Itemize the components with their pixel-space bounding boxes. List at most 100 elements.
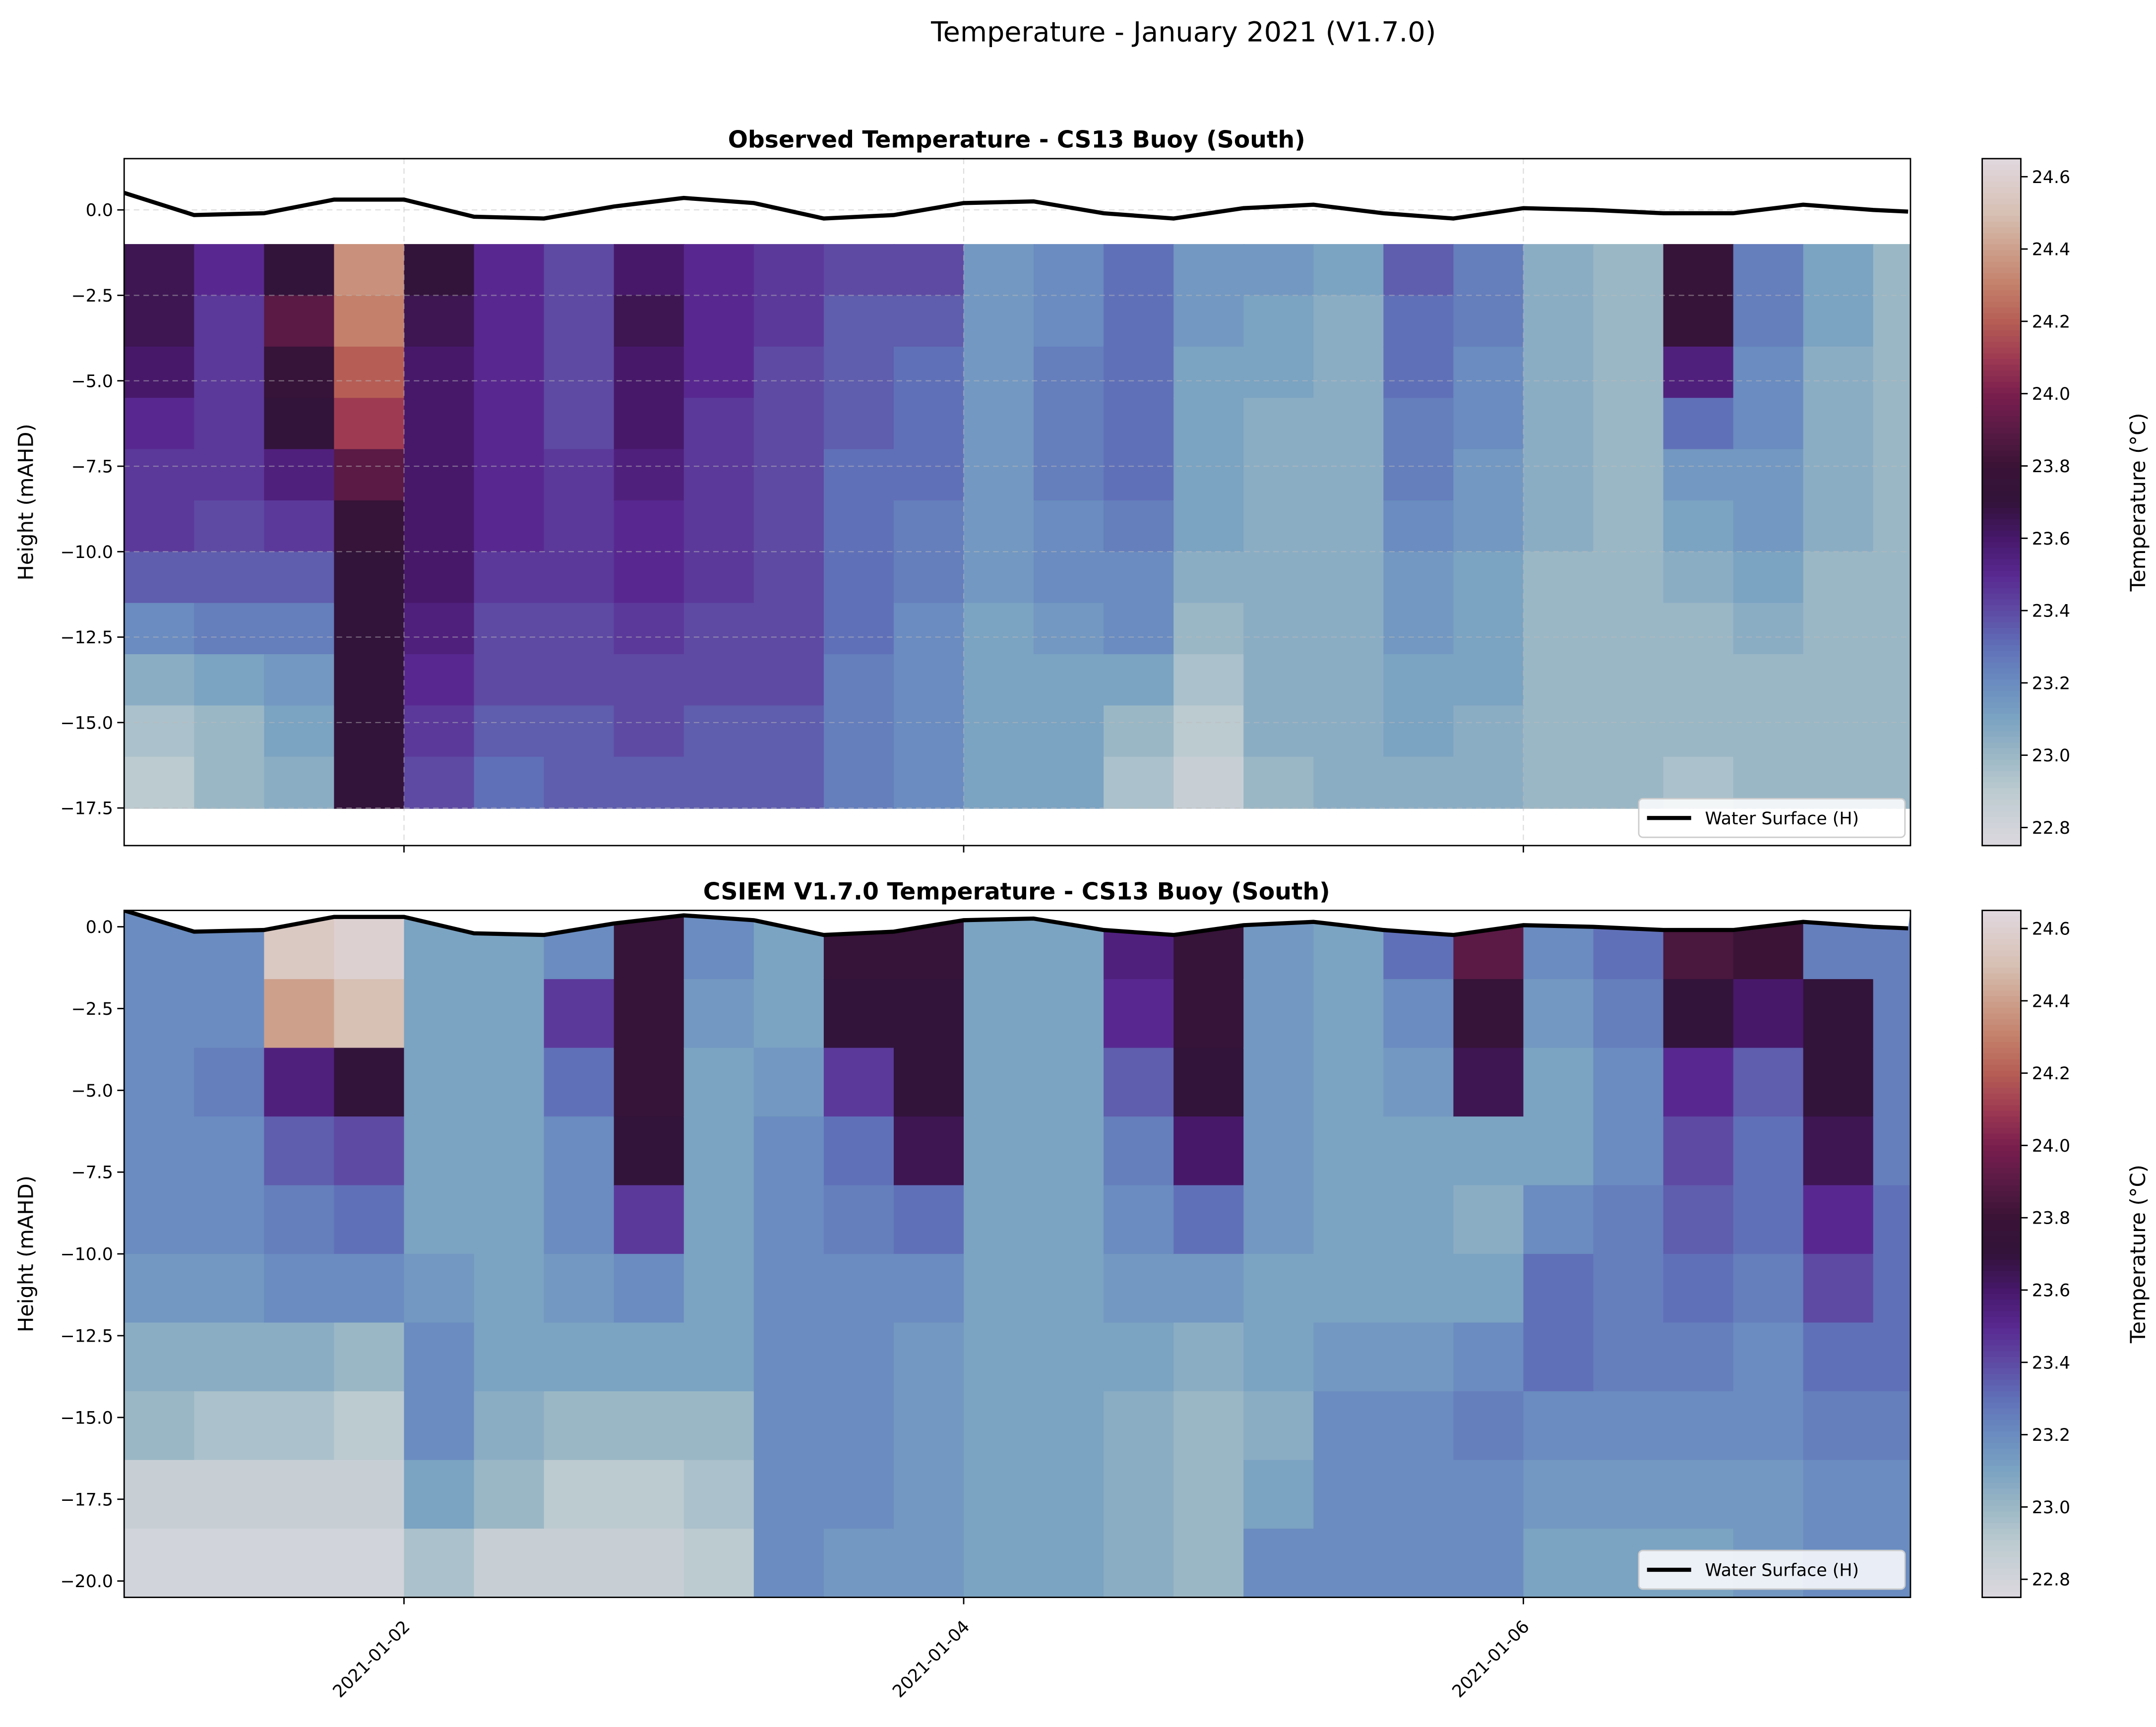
observed-panel-title: Observed Temperature - CS13 Buoy (South) <box>728 126 1305 154</box>
heatmap-cell <box>1733 500 1804 553</box>
heatmap-cell <box>1034 398 1105 450</box>
heatmap-cell <box>1733 1322 1804 1392</box>
heatmap-cell <box>1523 654 1595 707</box>
heatmap-cell <box>1034 449 1105 501</box>
heatmap-cell <box>544 244 615 297</box>
colorbar-segment <box>1982 639 2021 646</box>
heatmap-cell <box>544 1322 615 1392</box>
heatmap-cell <box>1733 979 1804 1049</box>
colorbar-tick-label: 23.2 <box>2032 1425 2070 1445</box>
colorbar-tick-label: 24.4 <box>2032 991 2070 1011</box>
heatmap-cell <box>1593 1322 1664 1392</box>
heatmap-cell <box>474 603 545 655</box>
heatmap-cell <box>1383 979 1455 1049</box>
heatmap-cell <box>404 1116 475 1186</box>
heatmap-cell <box>1173 1460 1244 1530</box>
colorbar-tick-label: 24.6 <box>2032 920 2070 939</box>
heatmap-cell <box>1873 603 1910 655</box>
heatmap-cell <box>1453 1116 1525 1186</box>
heatmap-cell <box>1873 1322 1910 1392</box>
heatmap-cell <box>194 756 265 809</box>
x-tick-label: 2021-01-06 <box>1449 1617 1534 1702</box>
heatmap-cell <box>1453 603 1525 655</box>
heatmap-cell <box>404 295 475 348</box>
heatmap-cell <box>963 603 1035 655</box>
heatmap-cell <box>264 979 335 1049</box>
heatmap-cell <box>544 1254 615 1324</box>
colorbar-segment <box>1982 828 2021 835</box>
colorbar-segment <box>1982 204 2021 211</box>
colorbar-segment <box>1982 491 2021 497</box>
heatmap-cell <box>1383 244 1455 297</box>
heatmap-cell <box>1733 1460 1804 1530</box>
heatmap-cell <box>1453 500 1525 553</box>
colorbar-segment <box>1982 1048 2021 1054</box>
heatmap-cell <box>1453 1254 1525 1324</box>
heatmap-cell <box>1523 756 1595 809</box>
heatmap-cell <box>1034 244 1105 297</box>
heatmap-cell <box>194 1185 265 1255</box>
heatmap-cell <box>1313 346 1385 399</box>
heatmap-cell <box>1243 552 1314 604</box>
heatmap-cell <box>1873 346 1910 399</box>
heatmap-cell <box>1313 500 1385 553</box>
colorbar-segment <box>1982 1403 2021 1410</box>
colorbar-segment <box>1982 1345 2021 1352</box>
heatmap-cell <box>1453 449 1525 501</box>
heatmap-cell <box>1873 979 1910 1049</box>
y-tick-label: −7.5 <box>71 457 113 477</box>
heatmap-cell <box>753 1322 825 1392</box>
heatmap-cell <box>823 1116 895 1186</box>
colorbar-segment <box>1982 370 2021 377</box>
colorbar-segment <box>1982 1076 2021 1083</box>
heatmap-cell <box>1523 398 1595 450</box>
heatmap-cell <box>544 295 615 348</box>
heatmap-cell <box>963 1185 1035 1255</box>
colorbar-segment <box>1982 1551 2021 1558</box>
heatmap-cell <box>474 346 545 399</box>
colorbar-segment <box>1982 1042 2021 1049</box>
heatmap-cell <box>963 654 1035 707</box>
heatmap-cell <box>683 1529 755 1598</box>
colorbar-segment <box>1982 176 2021 183</box>
heatmap-cell <box>1593 1185 1664 1255</box>
heatmap-cell <box>1243 1116 1314 1186</box>
observed-panel: Observed Temperature - CS13 Buoy (South)… <box>14 126 1911 853</box>
colorbar-segment <box>1982 393 2021 400</box>
heatmap-cell <box>1243 979 1314 1049</box>
colorbar-segment <box>1982 1545 2021 1552</box>
heatmap-cell <box>1383 1460 1455 1530</box>
colorbar-segment <box>1982 570 2021 578</box>
heatmap-cell <box>544 552 615 604</box>
heatmap-cell <box>1104 979 1174 1049</box>
colorbar-segment <box>1982 330 2021 337</box>
observed-colorbar: Temperature (°C) 22.8 23.0 23.2 23.4 23.6 23.… <box>1981 158 2150 847</box>
heatmap-cell <box>1104 500 1174 553</box>
colorbar-segment <box>1982 342 2021 349</box>
colorbar-segment <box>1982 1145 2021 1152</box>
heatmap-cell <box>1104 1116 1174 1186</box>
y-tick-label: −2.5 <box>71 286 113 306</box>
heatmap-cell <box>1173 654 1244 707</box>
heatmap-cell <box>1173 500 1244 553</box>
colorbar-segment <box>1982 1265 2021 1272</box>
colorbar-segment <box>1982 336 2021 343</box>
heatmap-cell <box>1663 1254 1734 1324</box>
heatmap-cell <box>124 654 195 707</box>
heatmap-cell <box>404 1460 475 1530</box>
colorbar-segment <box>1982 910 2021 917</box>
heatmap-cell <box>1313 552 1385 604</box>
colorbar-segment <box>1982 444 2021 452</box>
colorbar-segment <box>1982 719 2021 727</box>
heatmap-cell <box>823 1048 895 1117</box>
heatmap-cell <box>264 756 335 809</box>
heatmap-cell <box>823 244 895 297</box>
heatmap-cell <box>1173 1254 1244 1324</box>
heatmap-cell <box>1873 295 1910 348</box>
heatmap-cell <box>264 500 335 553</box>
heatmap-cell <box>1173 244 1244 297</box>
heatmap-cell <box>1873 1254 1910 1324</box>
heatmap-cell <box>1593 500 1664 553</box>
heatmap-cell <box>334 910 405 980</box>
heatmap-cell <box>334 1185 405 1255</box>
